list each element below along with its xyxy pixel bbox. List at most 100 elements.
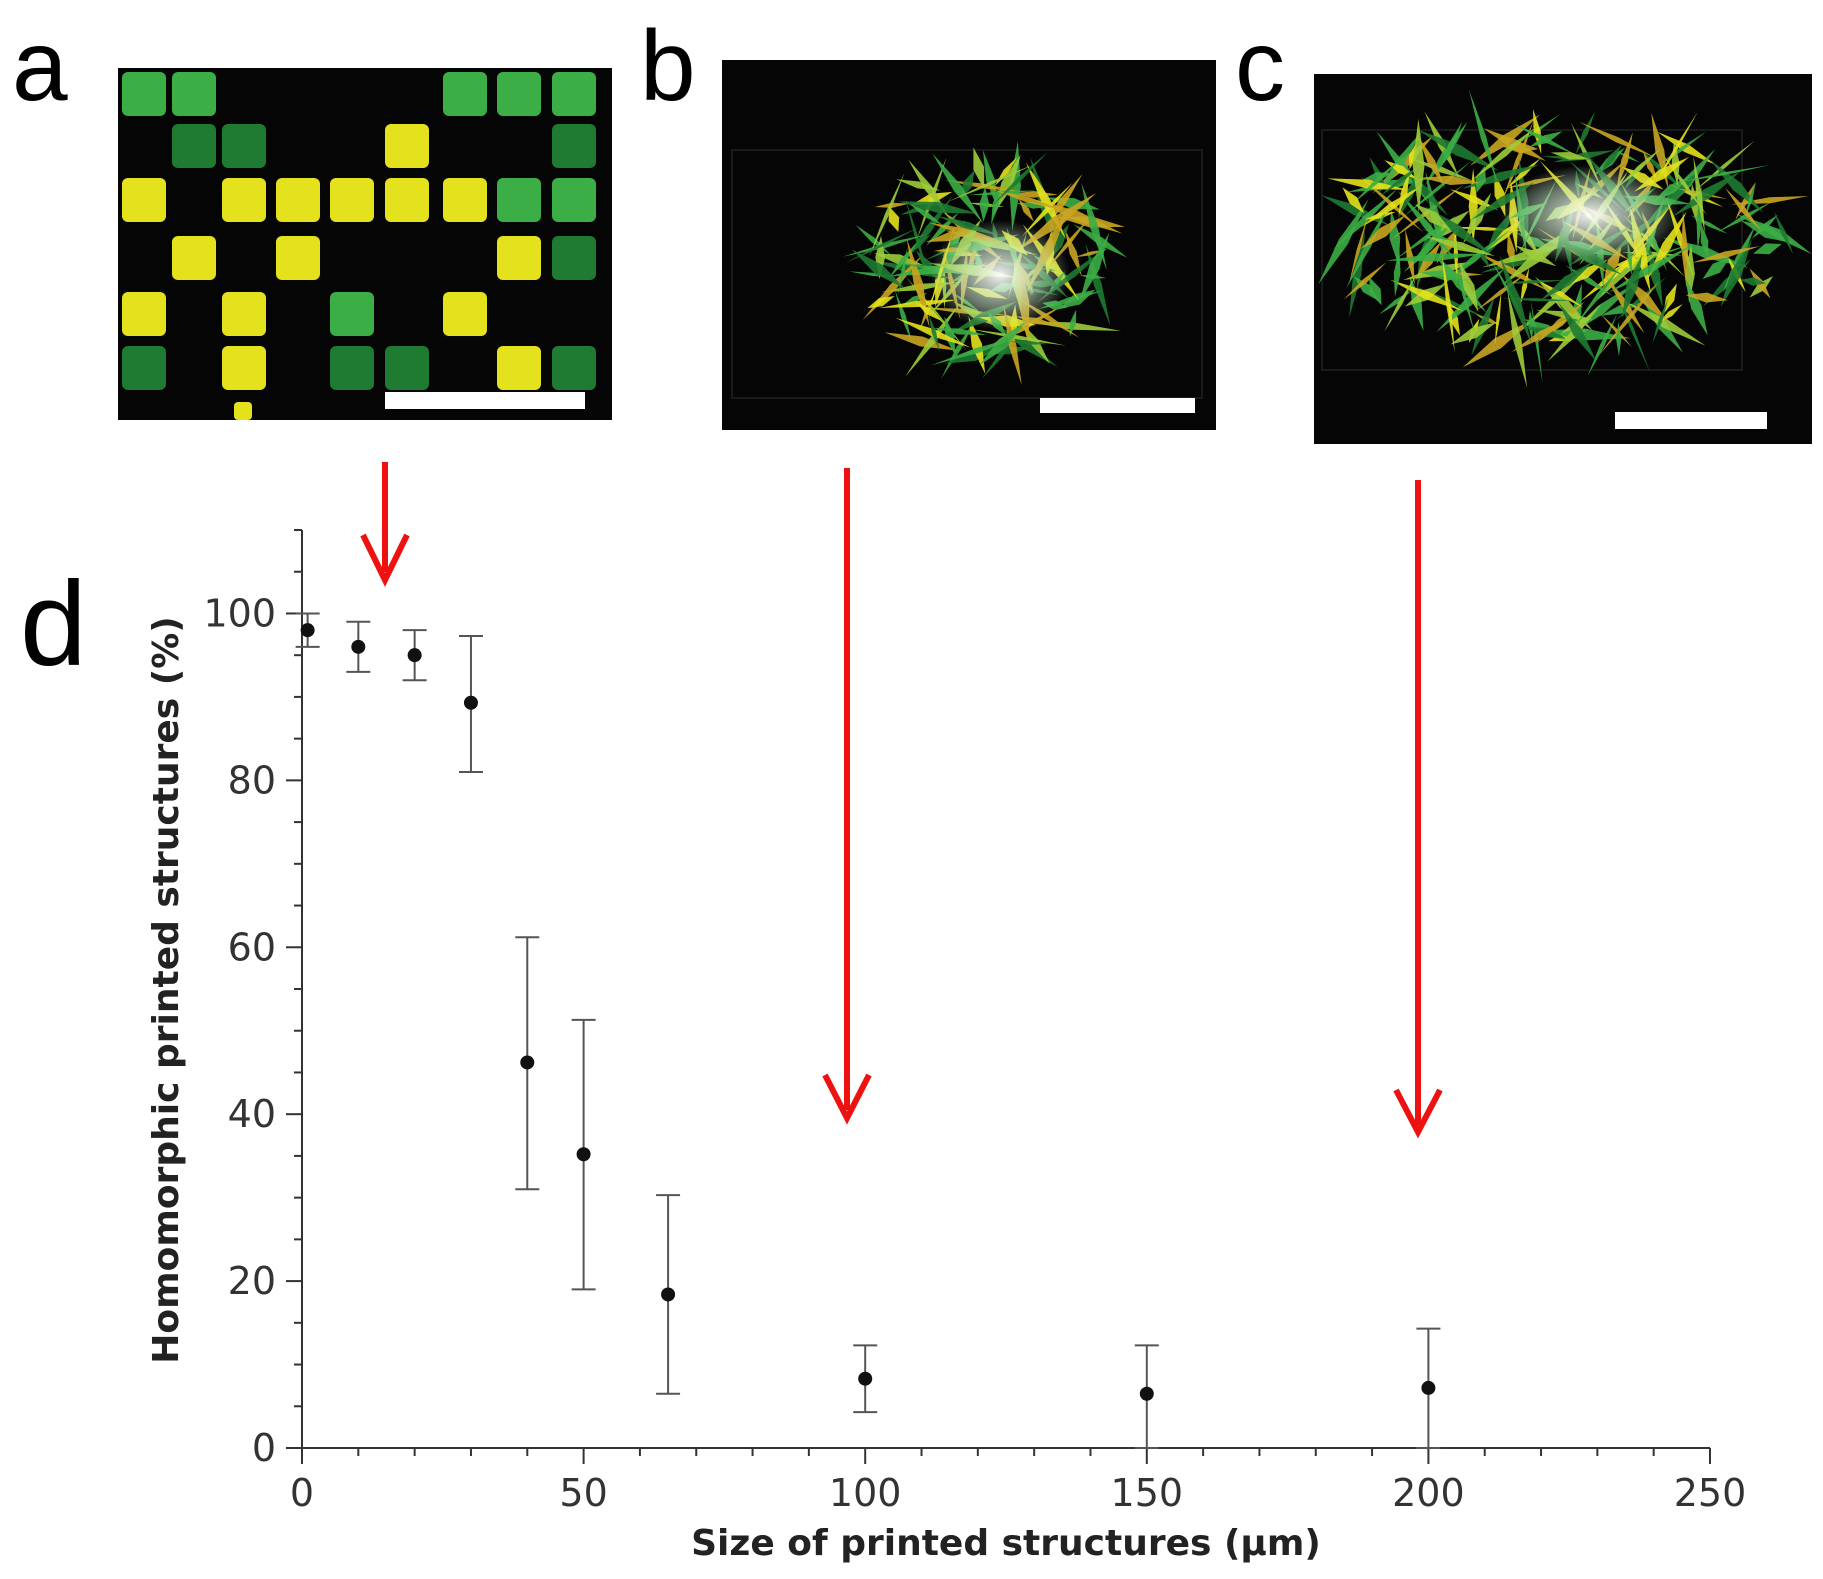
panel-label-a: a bbox=[12, 10, 68, 122]
crystal-needle bbox=[1740, 277, 1767, 286]
crystal-needle bbox=[1675, 165, 1771, 183]
y-tick-label: 0 bbox=[252, 1426, 276, 1470]
data-point bbox=[1139, 1386, 1154, 1401]
micrograph-b-crystals bbox=[842, 141, 1128, 386]
data-point bbox=[407, 648, 422, 663]
micrograph-c bbox=[1314, 74, 1812, 444]
crystal-needle bbox=[1753, 243, 1782, 255]
crystal-needle bbox=[932, 153, 984, 225]
data-point-group bbox=[1134, 1344, 1159, 1449]
crystal-needle bbox=[1393, 249, 1401, 298]
crystal-needle bbox=[1506, 157, 1541, 189]
data-point-group bbox=[853, 1344, 878, 1414]
crystal-needle bbox=[1412, 118, 1425, 213]
printed-square bbox=[234, 402, 252, 420]
printed-square bbox=[276, 178, 320, 222]
data-point-group bbox=[1416, 1327, 1441, 1449]
crystal-needle bbox=[1377, 130, 1423, 195]
arrow-a bbox=[360, 462, 410, 587]
crystal-needle bbox=[1530, 299, 1543, 383]
panel-label-b: b bbox=[640, 10, 696, 122]
x-tick-label: 0 bbox=[290, 1471, 314, 1515]
data-point-group bbox=[571, 1018, 596, 1291]
crystal-needle bbox=[1740, 220, 1794, 244]
printed-square bbox=[552, 124, 596, 168]
crystal-needle bbox=[1558, 302, 1597, 362]
crystal-needle bbox=[1442, 254, 1455, 353]
crystal-needle bbox=[1401, 166, 1449, 216]
data-point bbox=[858, 1371, 873, 1386]
data-point bbox=[661, 1287, 676, 1302]
printed-square bbox=[172, 236, 216, 280]
crystal-needle bbox=[945, 346, 1003, 364]
data-points bbox=[295, 612, 1441, 1449]
printed-square bbox=[385, 178, 429, 222]
chart-d: 0 20 40 60 80 100 0 50 100 150 200 250 Size of pri… bbox=[146, 529, 1746, 1564]
crystal-needle bbox=[867, 295, 895, 309]
x-axis-title: Size of printed structures (μm) bbox=[691, 1523, 1321, 1564]
crystal-needle bbox=[1361, 184, 1423, 228]
crystal-needle bbox=[1528, 310, 1534, 340]
crystal-needle bbox=[1652, 297, 1669, 344]
printed-square bbox=[222, 178, 266, 222]
crystal-needle bbox=[1538, 280, 1584, 308]
printed-square bbox=[330, 346, 374, 390]
crystal-needle bbox=[1348, 215, 1368, 285]
crystal-needle bbox=[1720, 239, 1752, 307]
printed-square bbox=[385, 124, 429, 168]
data-point bbox=[463, 695, 478, 710]
crystal-needle bbox=[990, 152, 1048, 207]
data-point bbox=[520, 1055, 535, 1070]
printed-square bbox=[443, 178, 487, 222]
crystal-needle bbox=[1402, 160, 1472, 218]
crystal-needle bbox=[1538, 328, 1632, 341]
crystal-needle bbox=[909, 203, 943, 226]
crystal-needle bbox=[968, 316, 986, 374]
crystal-needle bbox=[1494, 291, 1502, 345]
crystal-needle bbox=[1550, 152, 1590, 160]
printed-square bbox=[443, 72, 487, 116]
crystal-needle bbox=[944, 316, 956, 356]
crystal-needle bbox=[1018, 198, 1034, 222]
crystal-needle bbox=[915, 301, 942, 321]
printed-square bbox=[122, 178, 166, 222]
crystal-needle bbox=[1499, 280, 1567, 284]
x-tick-label: 200 bbox=[1392, 1471, 1465, 1515]
crystal-glow bbox=[1500, 165, 1680, 265]
y-tick-label: 100 bbox=[203, 591, 276, 635]
crystal-needle bbox=[979, 321, 1026, 366]
arrow-b bbox=[822, 468, 872, 1125]
crystal-needle bbox=[895, 290, 912, 343]
crystal-needle bbox=[1694, 140, 1755, 191]
crystal-needle bbox=[1511, 316, 1572, 353]
crystal-needle bbox=[1450, 321, 1498, 345]
crystal-needle bbox=[1081, 182, 1107, 271]
crystal-needle bbox=[1459, 262, 1479, 312]
crystal-needle bbox=[884, 332, 959, 351]
crystal-needle bbox=[1346, 202, 1391, 289]
crystal-needle bbox=[1418, 136, 1445, 188]
crystal-needle bbox=[1622, 254, 1642, 318]
crystal-needle bbox=[1069, 309, 1077, 337]
crystal-needle bbox=[1463, 192, 1492, 244]
crystal-needle bbox=[1475, 272, 1527, 311]
printed-square bbox=[330, 292, 374, 336]
data-point-group bbox=[656, 1194, 681, 1395]
arrow-c bbox=[1393, 480, 1443, 1139]
crystal-needle bbox=[1352, 157, 1403, 205]
data-point bbox=[576, 1147, 591, 1162]
crystal-needle bbox=[1513, 123, 1576, 155]
crystal-needle bbox=[993, 154, 1021, 215]
crystal-needle bbox=[1332, 188, 1398, 250]
y-axis-ticks: 0 20 40 60 80 100 bbox=[203, 529, 302, 1470]
crystal-needle bbox=[1657, 131, 1716, 165]
crystal-needle bbox=[1700, 224, 1709, 259]
crystal-needle bbox=[1774, 211, 1794, 255]
crystal-needle bbox=[991, 189, 1066, 211]
printed-square bbox=[172, 72, 216, 116]
micrograph-a bbox=[118, 68, 612, 420]
crystal-needle bbox=[991, 185, 1001, 225]
crystal-needle bbox=[888, 206, 900, 232]
printed-square bbox=[497, 236, 541, 280]
panel-label-d: d bbox=[20, 557, 87, 691]
